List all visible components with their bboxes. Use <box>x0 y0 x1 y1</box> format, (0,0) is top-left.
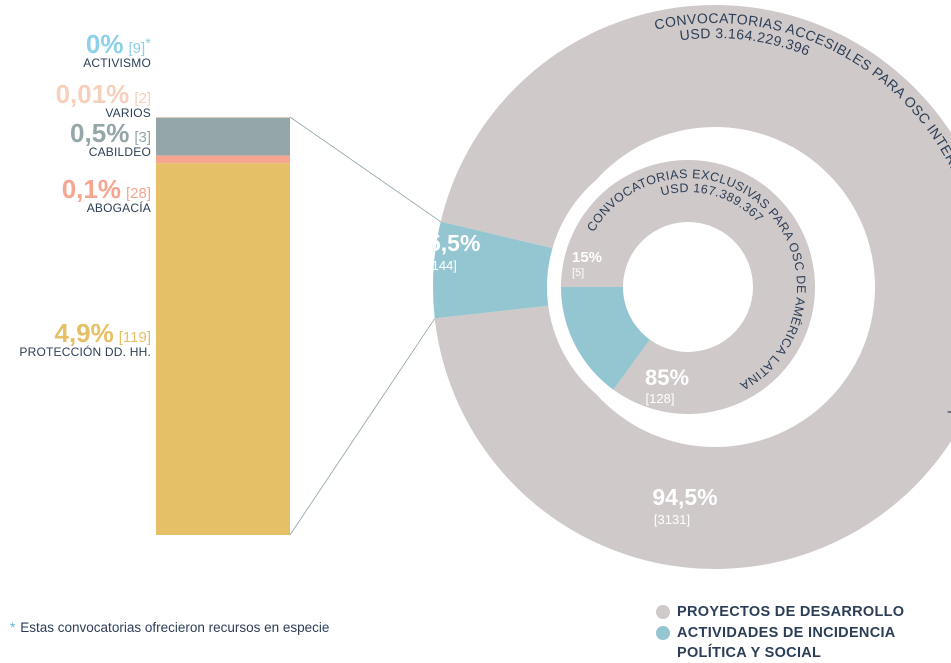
count-value: [119] <box>118 329 151 346</box>
percent-value: 0% <box>85 29 124 59</box>
bar-label-varios-percent: 0,01% [2] <box>56 81 151 112</box>
percent-value: 0,1% <box>61 174 121 204</box>
footnote-marker: * <box>10 620 16 635</box>
count-value: [9] <box>128 40 146 57</box>
outer-desarrollo-count: [3131] <box>654 512 690 527</box>
percent-value: 0,5% <box>70 118 130 148</box>
inner-incidencia-percent: 15% <box>572 249 602 266</box>
outer-incidencia-count: [144] <box>428 258 457 273</box>
connector-line-top <box>289 116 441 222</box>
legend-swatch-desarrollo <box>656 605 670 619</box>
bar-segment-cabildeo <box>156 117 290 156</box>
bar-segment-varios <box>156 117 290 118</box>
outer-incidencia-percent: 5,5% <box>428 230 480 256</box>
connector-line-bottom <box>289 318 436 536</box>
count-value: [28] <box>125 185 151 202</box>
outer-slice-desarrollo <box>434 5 951 569</box>
inner-slice-incidencia <box>561 287 650 390</box>
footnote: * Estas convocatorias ofrecieron recursos… <box>10 620 329 635</box>
outer-desarrollo-percent: 94,5% <box>652 484 717 510</box>
count-value: [2] <box>134 90 151 107</box>
inner-slice-desarrollo <box>561 159 816 414</box>
inner-desarrollo-count: [128] <box>646 391 675 406</box>
bar-label-activismo-name: ACTIVISMO <box>83 56 151 70</box>
inner-desarrollo-percent: 85% <box>645 365 689 390</box>
bar-label-abogacia-percent: 0,1% [28] <box>62 176 151 207</box>
bar-segment-proteccion <box>156 163 290 535</box>
legend-swatch-incidencia <box>656 626 670 640</box>
bar-label-activismo-percent: 0% [9]* <box>86 31 151 62</box>
bar-label-varios-name: VARIOS <box>105 106 151 120</box>
count-value: [3] <box>134 129 151 146</box>
bar-label-abogacia-name: ABOGACÍA <box>86 201 151 215</box>
inner-incidencia-count: [5] <box>572 267 584 279</box>
bar-label-cabildeo-percent: 0,5% [3] <box>70 120 151 151</box>
bar-label-proteccion-percent: 4,9% [119] <box>54 320 151 351</box>
bar-label-proteccion-name: PROTECCIÓN DD. HH. <box>19 345 151 359</box>
legend-label-desarrollo: PROYECTOS DE DESARROLLO <box>677 604 905 620</box>
outer-slice-incidencia <box>433 221 560 319</box>
footnote-text: Estas convocatorias ofrecieron recursos … <box>20 620 330 635</box>
bar-segment-abogacia <box>156 155 290 164</box>
percent-value: 4,9% <box>54 318 114 348</box>
legend-label-incidencia-line2: POLÍTICA Y SOCIAL <box>677 645 822 661</box>
percent-value: 0,01% <box>55 79 130 109</box>
legend-label-incidencia: ACTIVIDADES DE INCIDENCIA <box>677 625 896 641</box>
footnote-marker: * <box>145 35 151 52</box>
bar-label-cabildeo-name: CABILDEO <box>88 145 151 159</box>
